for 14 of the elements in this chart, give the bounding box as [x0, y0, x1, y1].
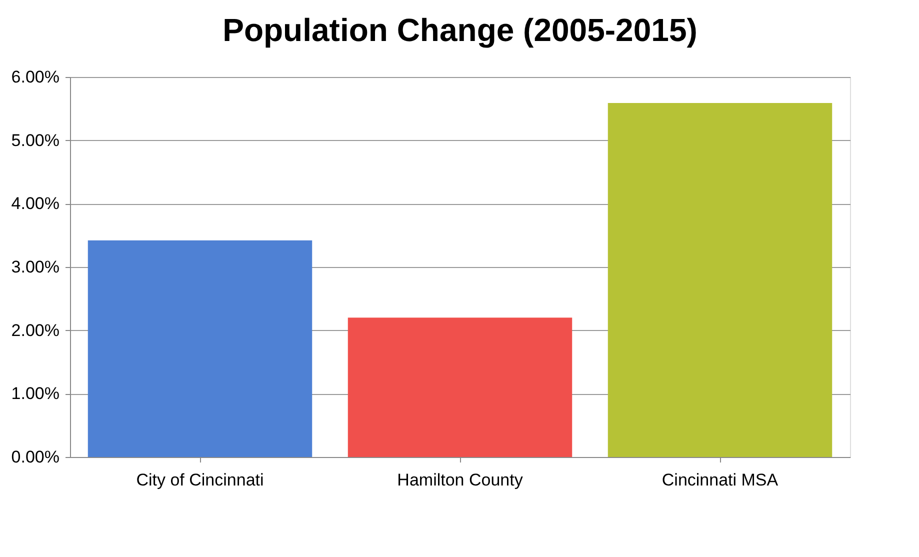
bar [88, 240, 312, 457]
y-tick-label: 5.00% [11, 130, 60, 150]
bar [348, 318, 572, 457]
y-tick-label: 2.00% [11, 320, 60, 340]
x-tick-label: Hamilton County [397, 470, 524, 490]
x-tick-label: City of Cincinnati [136, 470, 264, 490]
x-tick-label: Cincinnati MSA [662, 470, 779, 490]
y-tick-label: 6.00% [11, 68, 60, 86]
y-tick-label: 1.00% [11, 384, 60, 404]
y-tick-label: 3.00% [11, 258, 60, 276]
y-tick-label: 0.00% [11, 448, 60, 466]
chart-title: Population Change (2005-2015) [222, 12, 698, 48]
bar [608, 102, 832, 457]
y-tick-label: 4.00% [11, 194, 60, 214]
